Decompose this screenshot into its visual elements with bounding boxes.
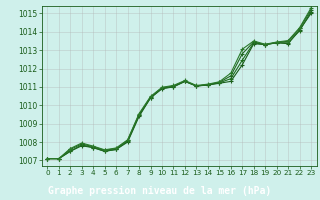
Text: Graphe pression niveau de la mer (hPa): Graphe pression niveau de la mer (hPa): [48, 186, 272, 196]
